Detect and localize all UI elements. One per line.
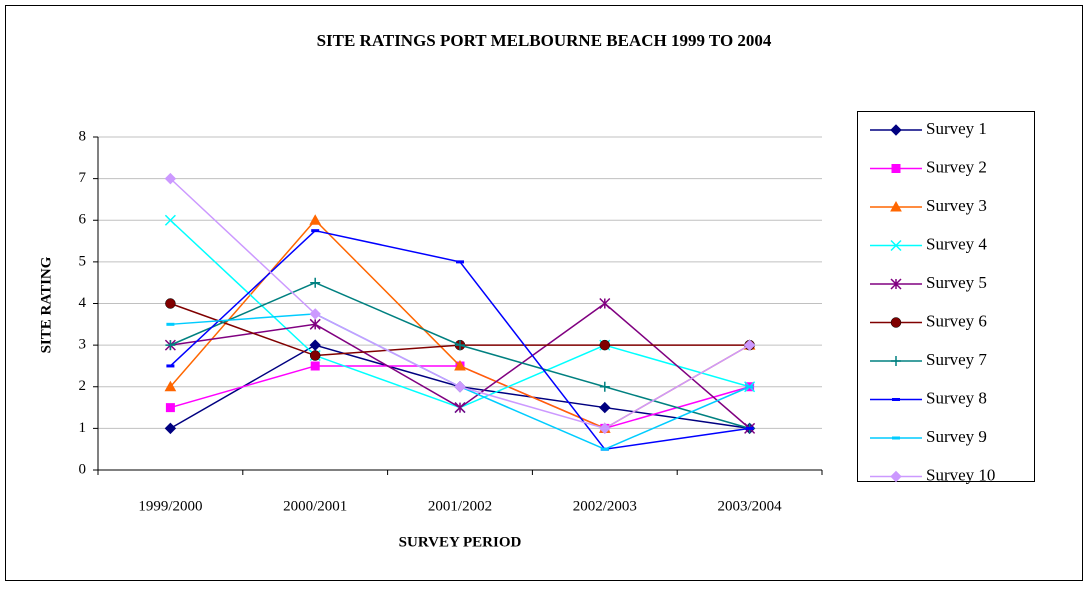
marker xyxy=(164,422,177,435)
marker xyxy=(599,381,610,392)
x-tick-label: 2003/2004 xyxy=(718,498,783,514)
y-tick-label: 7 xyxy=(79,170,87,186)
marker xyxy=(599,401,611,414)
x-tick-label: 2001/2002 xyxy=(428,498,492,514)
marker xyxy=(599,339,611,351)
marker xyxy=(454,359,466,371)
marker xyxy=(890,278,902,290)
marker xyxy=(310,277,321,288)
marker xyxy=(164,380,177,392)
marker xyxy=(310,361,320,371)
y-tick-label: 0 xyxy=(79,461,87,477)
marker xyxy=(309,350,321,361)
legend-label: Survey 10 xyxy=(926,465,995,484)
marker xyxy=(455,340,465,351)
marker xyxy=(165,298,176,309)
x-tick-label: 2002/2003 xyxy=(573,498,637,514)
legend-label: Survey 2 xyxy=(926,157,987,176)
y-tick-label: 2 xyxy=(79,378,87,394)
y-tick-label: 3 xyxy=(79,337,87,353)
legend-label: Survey 4 xyxy=(926,234,987,253)
x-tick-label: 2000/2001 xyxy=(283,498,347,514)
marker xyxy=(599,422,611,435)
legend-label: Survey 5 xyxy=(926,273,987,292)
y-tick-label: 1 xyxy=(79,420,87,436)
legend-label: Survey 8 xyxy=(926,388,987,407)
marker xyxy=(599,297,611,310)
series xyxy=(164,172,756,435)
marker xyxy=(309,214,322,225)
legend-label: Survey 1 xyxy=(926,119,987,138)
marker xyxy=(890,317,902,328)
y-tick-label: 8 xyxy=(79,128,87,144)
marker xyxy=(164,214,176,226)
y-tick-label: 6 xyxy=(79,212,87,228)
marker xyxy=(891,164,901,173)
x-axis-label: SURVEY PERIOD xyxy=(399,534,522,550)
legend-label: Survey 9 xyxy=(926,427,987,446)
marker xyxy=(890,200,902,212)
marker xyxy=(165,403,175,413)
marker xyxy=(454,381,466,393)
y-tick-label: 5 xyxy=(79,253,87,269)
marker xyxy=(454,402,466,414)
x-tick-label: 1999/2000 xyxy=(138,498,202,514)
marker xyxy=(164,172,177,185)
marker xyxy=(891,356,901,366)
chart-title: SITE RATINGS PORT MELBOURNE BEACH 1999 T… xyxy=(317,31,772,50)
marker xyxy=(309,339,321,351)
y-axis-label: SITE RATING xyxy=(38,256,54,353)
marker xyxy=(309,318,321,330)
legend-label: Survey 7 xyxy=(926,350,987,369)
marker xyxy=(743,339,756,351)
marker xyxy=(890,124,902,136)
legend-label: Survey 6 xyxy=(926,311,987,330)
legend-label: Survey 3 xyxy=(926,196,987,215)
marker xyxy=(165,340,176,351)
legend-box xyxy=(857,111,1035,482)
marker xyxy=(309,308,321,320)
marker xyxy=(890,470,902,483)
y-tick-label: 4 xyxy=(79,295,87,311)
marker xyxy=(890,239,902,252)
